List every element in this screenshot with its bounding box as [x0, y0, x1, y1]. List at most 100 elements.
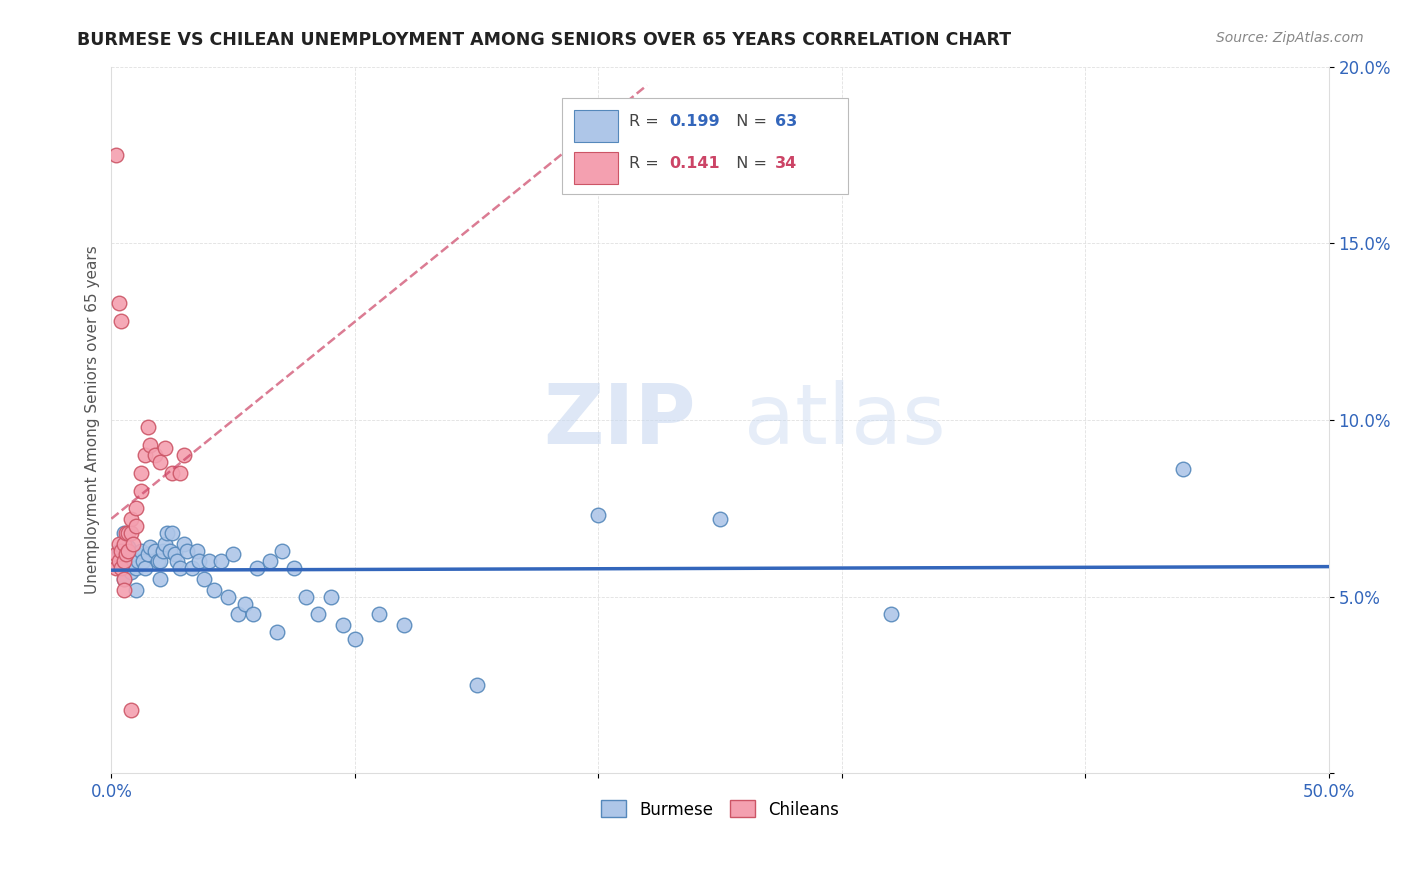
Text: R =: R =: [628, 113, 664, 128]
Point: [202, 582, 225, 597]
Point: [588, 508, 610, 523]
Point: [125, 519, 148, 533]
Point: [186, 543, 208, 558]
Point: [879, 607, 901, 622]
Point: [122, 537, 145, 551]
Point: [270, 543, 292, 558]
Point: [283, 561, 305, 575]
Text: N =: N =: [725, 156, 772, 171]
Text: N =: N =: [725, 113, 772, 128]
Point: [368, 607, 391, 622]
Point: [143, 448, 166, 462]
Point: [112, 526, 135, 541]
Point: [143, 543, 166, 558]
Point: [107, 296, 129, 310]
Point: [105, 547, 128, 561]
Point: [392, 618, 415, 632]
Point: [319, 590, 342, 604]
Text: 34: 34: [775, 156, 797, 171]
Point: [105, 148, 128, 162]
Point: [198, 554, 221, 568]
Point: [120, 512, 142, 526]
Point: [222, 547, 245, 561]
Point: [233, 597, 256, 611]
Point: [129, 483, 152, 498]
Point: [146, 554, 169, 568]
Point: [153, 442, 176, 456]
Point: [173, 537, 195, 551]
Point: [246, 561, 269, 575]
Point: [110, 561, 132, 575]
Point: [112, 572, 135, 586]
Point: [163, 547, 186, 561]
Point: [139, 541, 162, 555]
Point: [134, 448, 156, 462]
Point: [127, 554, 149, 568]
Point: [180, 561, 202, 575]
Point: [120, 526, 142, 541]
Point: [120, 703, 142, 717]
Point: [110, 314, 132, 328]
Point: [125, 501, 148, 516]
Point: [162, 526, 184, 541]
Point: [307, 607, 329, 622]
Point: [259, 554, 281, 568]
Point: [112, 537, 135, 551]
Point: [112, 561, 135, 575]
Point: [115, 526, 138, 541]
Point: [107, 537, 129, 551]
Point: [139, 438, 162, 452]
Point: [112, 582, 135, 597]
Point: [166, 554, 188, 568]
Point: [465, 678, 488, 692]
Point: [173, 448, 195, 462]
Point: [134, 561, 156, 575]
Point: [193, 572, 215, 586]
Point: [105, 561, 128, 575]
Point: [149, 554, 172, 568]
Y-axis label: Unemployment Among Seniors over 65 years: Unemployment Among Seniors over 65 years: [86, 245, 100, 594]
Point: [117, 541, 139, 555]
FancyBboxPatch shape: [574, 153, 617, 185]
Point: [125, 547, 148, 561]
Point: [217, 590, 239, 604]
FancyBboxPatch shape: [562, 98, 848, 194]
Point: [112, 572, 135, 586]
Point: [120, 547, 142, 561]
Text: atlas: atlas: [744, 379, 946, 460]
Point: [226, 607, 249, 622]
Point: [107, 554, 129, 568]
Point: [176, 543, 198, 558]
Point: [110, 554, 132, 568]
Point: [110, 543, 132, 558]
Point: [152, 543, 174, 558]
Point: [709, 512, 731, 526]
Point: [149, 455, 172, 469]
Point: [343, 632, 366, 647]
Point: [117, 526, 139, 541]
Point: [132, 554, 155, 568]
Point: [209, 554, 232, 568]
Point: [115, 547, 138, 561]
Text: ZIP: ZIP: [543, 379, 696, 460]
Point: [136, 420, 159, 434]
FancyBboxPatch shape: [574, 110, 617, 142]
Point: [332, 618, 354, 632]
Text: 63: 63: [775, 113, 797, 128]
Point: [125, 582, 148, 597]
Point: [169, 466, 191, 480]
Point: [266, 625, 288, 640]
Point: [136, 547, 159, 561]
Text: Source: ZipAtlas.com: Source: ZipAtlas.com: [1216, 31, 1364, 45]
Point: [115, 543, 138, 558]
Text: 0.199: 0.199: [669, 113, 720, 128]
Point: [129, 543, 152, 558]
Legend: Burmese, Chileans: Burmese, Chileans: [595, 794, 846, 825]
Point: [117, 543, 139, 558]
Point: [149, 572, 172, 586]
Point: [117, 561, 139, 575]
Point: [159, 543, 181, 558]
Point: [112, 554, 135, 568]
Point: [1171, 462, 1194, 476]
Point: [107, 543, 129, 558]
